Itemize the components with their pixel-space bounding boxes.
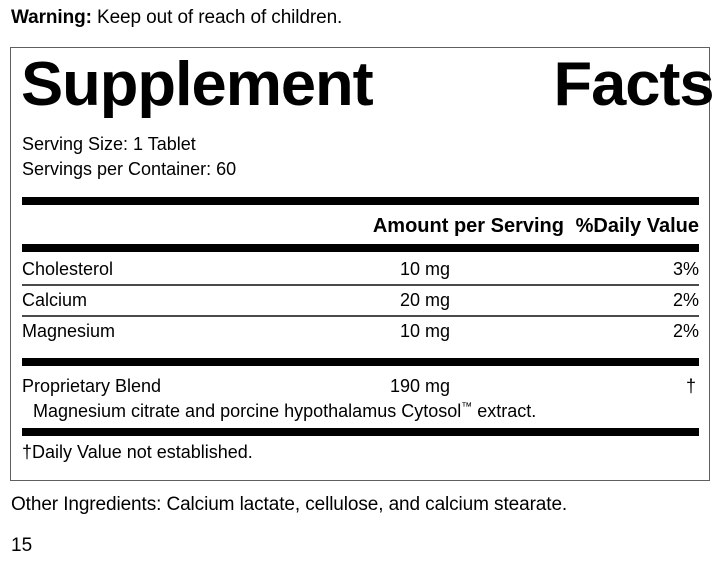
row-divider — [22, 284, 699, 286]
table-row-proprietary-blend: Proprietary Blend 190 mg † — [21, 372, 700, 400]
table-row: Cholesterol 10 mg 3% — [21, 255, 700, 283]
warning-line: Warning: Keep out of reach of children. — [11, 6, 342, 30]
rule-above-blend — [22, 358, 699, 366]
page-number: 15 — [11, 535, 33, 556]
blend-ingredients: Magnesium citrate and porcine hypothalam… — [33, 398, 536, 424]
nutrient-daily-value: 3% — [672, 259, 699, 279]
table-row: Calcium 20 mg 2% — [21, 286, 700, 314]
nutrient-daily-value: 2% — [672, 290, 699, 310]
nutrient-amount: 10 mg — [399, 259, 450, 279]
rule-above-footnote — [22, 428, 699, 436]
daily-value-footnote: †Daily Value not established. — [22, 442, 253, 462]
blend-ingredients-prefix: Magnesium citrate and porcine hypothalam… — [33, 401, 462, 421]
serving-info: Serving Size: 1 Tablet Servings per Cont… — [22, 132, 236, 182]
nutrient-name: Magnesium — [22, 321, 116, 341]
page-title: Supplement Facts — [21, 50, 715, 119]
page-title-supplement: Supplement — [21, 50, 374, 119]
nutrient-name: Cholesterol — [22, 259, 114, 279]
blend-daily-value: † — [685, 376, 696, 396]
trademark-symbol: ™ — [461, 401, 473, 413]
supplement-facts-panel: Supplement Facts Serving Size: 1 Tablet … — [10, 47, 715, 481]
nutrient-daily-value: 2% — [672, 321, 699, 341]
servings-per-container: Servings per Container: 60 — [22, 159, 237, 179]
row-divider — [22, 315, 699, 317]
table-row: Magnesium 10 mg 2% — [21, 317, 700, 345]
blend-name: Proprietary Blend — [22, 376, 162, 396]
blend-amount: 190 mg — [389, 376, 450, 396]
warning-label: Warning: — [11, 7, 92, 28]
header-daily-value: %Daily Value — [575, 215, 699, 237]
panel-inner: Supplement Facts Serving Size: 1 Tablet … — [21, 48, 715, 480]
nutrient-amount: 20 mg — [399, 290, 450, 310]
nutrient-name: Calcium — [22, 290, 88, 310]
rule-below-headers — [22, 244, 699, 252]
rule-above-headers — [22, 197, 699, 205]
warning-text: Keep out of reach of children. — [91, 7, 343, 28]
other-ingredients: Other Ingredients: Calcium lactate, cell… — [11, 494, 568, 515]
column-headers: Amount per Serving %Daily Value — [21, 211, 700, 241]
header-amount-per-serving: Amount per Serving — [372, 215, 564, 237]
blend-ingredients-suffix: extract. — [472, 401, 537, 421]
page-title-facts: Facts — [553, 50, 714, 119]
nutrient-amount: 10 mg — [399, 321, 450, 341]
serving-size: Serving Size: 1 Tablet — [22, 134, 196, 154]
